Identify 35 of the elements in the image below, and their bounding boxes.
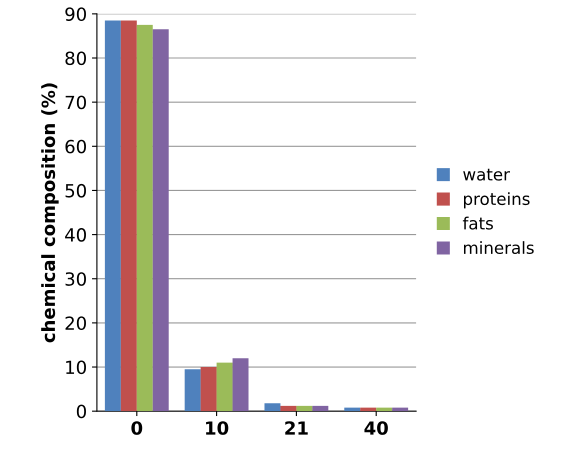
bar bbox=[296, 406, 312, 412]
bar bbox=[216, 362, 233, 412]
y-tick-label: 50 bbox=[66, 184, 86, 198]
bar bbox=[120, 20, 137, 412]
y-tick-label: 0 bbox=[76, 404, 86, 418]
bar bbox=[360, 408, 376, 412]
y-tick-label: 80 bbox=[65, 51, 86, 66]
legend-label: fats bbox=[462, 216, 493, 230]
bar bbox=[232, 358, 249, 412]
legend-label: proteins bbox=[464, 192, 530, 208]
legend-label: minerals bbox=[464, 241, 534, 254]
y-tick-label: 40 bbox=[65, 228, 86, 242]
y-tick-label: 20 bbox=[66, 316, 86, 330]
bar bbox=[104, 20, 121, 412]
bar bbox=[280, 406, 296, 412]
y-tick-label: 60 bbox=[65, 140, 86, 154]
y-tick-label: 90 bbox=[65, 7, 86, 21]
x-tick-label: 40 bbox=[364, 421, 388, 435]
bar bbox=[392, 408, 408, 412]
bar bbox=[200, 367, 217, 412]
bar bbox=[184, 369, 201, 412]
bar bbox=[344, 408, 360, 412]
bar bbox=[264, 403, 280, 412]
bar bbox=[376, 408, 392, 412]
x-tick-label: 0 bbox=[131, 421, 142, 435]
x-tick-label: 21 bbox=[285, 421, 308, 435]
y-tick-label: 30 bbox=[66, 272, 86, 286]
bar bbox=[152, 29, 169, 412]
bar bbox=[312, 406, 328, 412]
legend-label: water bbox=[463, 168, 510, 181]
y-tick-label: 10 bbox=[66, 360, 86, 374]
y-tick-label: 70 bbox=[66, 96, 86, 110]
x-tick-label: 10 bbox=[206, 421, 228, 435]
y-axis-title: chemical composition (%) bbox=[41, 83, 59, 342]
bar bbox=[136, 24, 153, 412]
